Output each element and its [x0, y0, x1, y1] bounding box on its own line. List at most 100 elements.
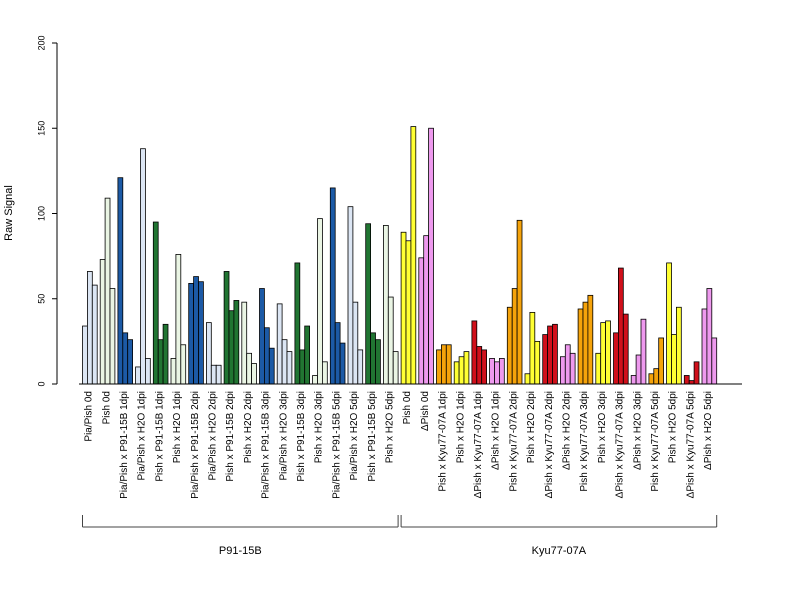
x-tick-label: ΔPish x H2O 1dpi	[491, 391, 502, 470]
x-tick-labels: Pia/Pish 0d Pish 0d Pia/Pish x P91-15B 1dp…	[84, 391, 715, 499]
bar	[365, 223, 372, 385]
x-tick-label: Pia/Pish x H2O 2dpi	[208, 391, 219, 481]
bar	[524, 373, 531, 385]
bar	[210, 364, 217, 385]
y-tick-label: 200	[36, 35, 46, 50]
bar	[241, 301, 248, 385]
bar	[577, 308, 584, 385]
group-brackets: P91-15B Kyu77-07A	[82, 515, 718, 557]
bar	[215, 364, 222, 385]
bar	[516, 219, 523, 385]
bar	[498, 358, 505, 385]
bar	[630, 375, 637, 385]
x-tick-label: Pish x H2O 3dpi	[314, 391, 325, 463]
bar	[152, 221, 159, 385]
bar	[587, 294, 594, 385]
bar	[440, 344, 447, 385]
bar	[375, 339, 381, 385]
x-tick-label: Pia/Pish x P91-15B 2dpi	[190, 391, 201, 499]
bar	[582, 301, 589, 385]
y-tick-label: 0	[36, 381, 46, 386]
bar	[405, 240, 412, 385]
bar	[299, 349, 306, 385]
bar	[640, 318, 647, 385]
bar	[263, 327, 270, 385]
bar	[233, 300, 240, 385]
bar	[334, 322, 341, 385]
bar	[506, 306, 513, 385]
bar	[560, 356, 566, 385]
x-tick-label: Pish x H2O 2dpi	[526, 391, 537, 463]
x-tick-label: Pish x P91-15B 1dpi	[154, 391, 165, 482]
x-tick-label: ΔPish x Kyu77-07A 2dpi	[544, 391, 555, 498]
x-tick-label: Pish 0d	[402, 391, 413, 424]
bar	[370, 332, 376, 385]
bar	[198, 281, 204, 385]
bar	[658, 337, 665, 385]
bar	[170, 358, 177, 385]
bar	[595, 352, 602, 385]
x-tick-label: ΔPish x Kyu77-07A 1dpi	[473, 391, 484, 498]
bar	[683, 375, 690, 385]
x-tick-label: ΔPish x Kyu77-07A 5dpi	[685, 391, 696, 498]
bar	[392, 351, 399, 385]
x-tick-label: Pia/Pish x H2O 3dpi	[278, 391, 289, 481]
y-tick-label: 150	[36, 121, 46, 136]
bar	[276, 303, 283, 385]
bar	[423, 235, 430, 385]
bar	[127, 339, 133, 385]
group-label: Kyu77-07A	[532, 545, 587, 557]
bar	[135, 366, 141, 385]
x-tick-label: Pish x H2O 5dpi	[385, 391, 396, 463]
bar	[458, 356, 465, 385]
bar	[87, 271, 93, 385]
x-tick-label: Pia/Pish x P91-15B 1dpi	[119, 391, 130, 499]
bars	[82, 126, 718, 385]
x-tick-label: Pish x H2O 5dpi	[668, 391, 679, 463]
x-tick-label: ΔPish 0d	[420, 391, 431, 431]
bar	[600, 322, 607, 385]
bar	[476, 346, 483, 385]
bar	[175, 254, 182, 385]
bar	[109, 288, 116, 385]
x-tick-label: Pish x H2O 1dpi	[455, 391, 466, 463]
bar	[180, 344, 187, 385]
bar	[317, 218, 323, 385]
bar	[400, 231, 407, 385]
x-tick-label: Pish x H2O 2dpi	[243, 391, 254, 463]
bar	[104, 197, 111, 385]
bar	[547, 325, 553, 385]
bar	[471, 320, 478, 385]
bar	[622, 313, 629, 385]
bar	[436, 349, 442, 385]
bar	[329, 187, 336, 385]
bar	[693, 361, 700, 385]
bar	[228, 310, 235, 385]
x-tick-label: Pish x P91-15B 5dpi	[367, 391, 378, 482]
x-tick-label: Pia/Pish x H2O 5dpi	[349, 391, 360, 481]
bar	[162, 323, 169, 385]
bar	[688, 380, 695, 385]
x-tick-label: Pish x Kyu77-07A 3dpi	[579, 391, 590, 492]
x-tick-label: Pish x Kyu77-07A 5dpi	[650, 391, 661, 492]
bar	[321, 361, 328, 385]
bar	[706, 288, 713, 385]
bar	[157, 339, 164, 385]
x-tick-label: Pia/Pish 0d	[84, 391, 95, 442]
bar	[463, 351, 470, 385]
bar	[140, 148, 146, 385]
bar	[251, 363, 257, 385]
x-tick-label: Pish x H2O 3dpi	[597, 391, 608, 463]
bar	[387, 296, 394, 385]
y-axis: 0 50 100 150 200	[36, 35, 58, 387]
bar	[188, 282, 194, 385]
bar	[91, 284, 98, 385]
bar	[529, 311, 536, 385]
bar	[489, 358, 495, 385]
bar	[357, 349, 364, 385]
x-tick-label: Pia/Pish x H2O 1dpi	[137, 391, 148, 481]
x-tick-label: Pia/Pish x P91-15B 5dpi	[331, 391, 342, 499]
bar	[676, 306, 682, 385]
bar	[193, 276, 199, 385]
x-tick-label: Pia/Pish x P91-15B 3dpi	[261, 391, 272, 499]
